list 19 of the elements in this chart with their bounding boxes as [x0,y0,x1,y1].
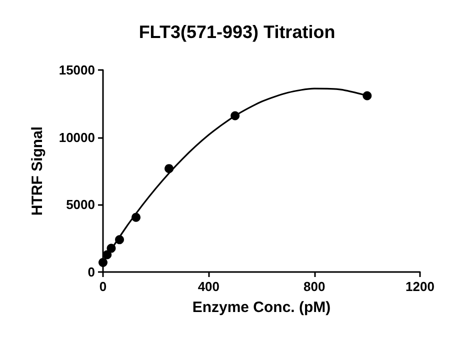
point [106,244,116,253]
x-tick-label: 400 [198,279,220,294]
x-axis-title: Enzyme Conc. (pM) [192,299,331,316]
y-tick-label: 0 [88,264,95,280]
x-tick-label: 0 [99,279,107,294]
point [115,235,124,244]
point [230,111,240,120]
x-tick-label: 800 [303,279,326,294]
y-tick-label: 15000 [58,62,95,78]
point [362,91,372,100]
x-tick-label: 1200 [406,279,434,294]
y-tick-label: 10000 [58,130,95,145]
y-tick-label: 5000 [66,197,95,212]
point [132,212,141,222]
chart-title: FLT3(571-993) Titration [138,22,336,42]
y-axis-title: HTRF Signal [29,126,46,216]
point [98,258,108,267]
point [102,250,112,260]
point [164,164,174,174]
